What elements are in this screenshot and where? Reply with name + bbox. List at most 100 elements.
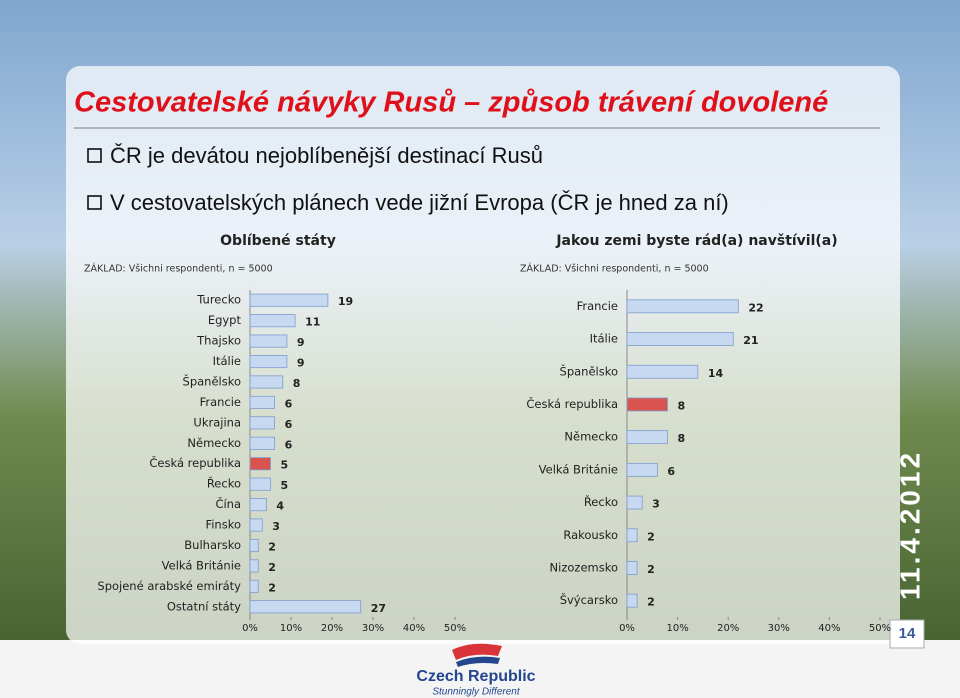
bar — [626, 561, 638, 575]
x-tick-label: 30% — [768, 623, 790, 634]
category-label: Řecko — [207, 476, 241, 491]
category-label: Itálie — [213, 354, 241, 368]
logo-flag — [456, 656, 500, 667]
bullet: V cestovatelských plánech vede jižní Evr… — [110, 190, 729, 215]
x-tick-label: 0% — [242, 623, 258, 634]
bar — [626, 364, 699, 379]
bar — [626, 299, 739, 314]
bar — [249, 354, 288, 369]
chart-title: Oblíbené státy — [220, 233, 336, 249]
value-label: 22 — [748, 301, 763, 314]
category-label: Rakousko — [563, 528, 618, 542]
bar — [249, 600, 362, 614]
value-label: 9 — [297, 357, 305, 370]
category-label: Německo — [187, 436, 241, 450]
value-label: 9 — [297, 336, 305, 349]
value-label: 5 — [281, 459, 289, 472]
x-tick-label: 10% — [666, 623, 688, 634]
category-label: Francie — [577, 299, 618, 313]
value-label: 2 — [647, 530, 655, 543]
slide-title: Cestovatelské návyky Rusů – způsob tráve… — [74, 87, 828, 119]
bar — [249, 314, 296, 328]
category-label: Česká republika — [526, 396, 618, 411]
bar — [249, 416, 276, 430]
bullet: ČR je devátou nejoblíbenější destinací R… — [110, 143, 543, 168]
value-label: 3 — [272, 520, 280, 533]
bar — [626, 397, 668, 412]
bar — [249, 518, 263, 532]
category-label: Řecko — [584, 494, 618, 509]
chart-title: Jakou zemi byste rád(a) navštívil(a) — [555, 233, 837, 249]
x-tick-label: 40% — [403, 623, 425, 634]
category-label: Ukrajina — [193, 415, 241, 429]
date: 11.4.2012 — [894, 450, 925, 600]
value-label: 2 — [647, 596, 655, 609]
value-label: 2 — [268, 540, 276, 553]
bar — [249, 579, 259, 593]
category-label: Velká Británie — [162, 558, 241, 572]
bar — [626, 593, 638, 608]
chart-subtitle: ZÁKLAD: Všichni respondenti, n = 5000 — [84, 263, 273, 275]
logo-text: Czech Republic — [416, 668, 535, 685]
value-label: 21 — [743, 334, 758, 347]
value-label: 2 — [268, 561, 276, 574]
category-label: Spojené arabské emiráty — [97, 579, 241, 593]
category-label: Španělsko — [560, 363, 618, 378]
value-label: 11 — [305, 316, 320, 329]
bar — [626, 495, 643, 510]
value-label: 6 — [285, 438, 293, 451]
category-label: Egypt — [208, 313, 242, 327]
category-label: Turecko — [196, 293, 241, 307]
bar — [249, 334, 288, 348]
bullet-box — [87, 195, 102, 210]
value-label: 6 — [667, 465, 675, 478]
category-label: Ostatní státy — [167, 599, 241, 613]
category-label: Francie — [200, 395, 241, 409]
category-label: Finsko — [205, 518, 241, 532]
value-label: 8 — [293, 377, 301, 390]
x-tick-label: 50% — [444, 623, 466, 634]
category-label: Španělsko — [183, 373, 241, 388]
value-label: 19 — [338, 295, 353, 308]
bar — [626, 462, 658, 477]
category-label: Itálie — [590, 332, 618, 346]
value-label: 8 — [677, 399, 685, 412]
x-tick-label: 10% — [280, 623, 302, 634]
x-tick-label: 0% — [619, 623, 635, 634]
logo-slogan: Stunningly Different — [432, 687, 520, 698]
bar — [249, 395, 276, 409]
page-box — [889, 619, 925, 649]
value-label: 27 — [371, 602, 386, 615]
chart-subtitle: ZÁKLAD: Všichni respondenti, n = 5000 — [520, 263, 709, 275]
bar — [626, 430, 668, 445]
bar — [249, 457, 271, 471]
value-label: 3 — [652, 498, 660, 511]
value-label: 5 — [281, 479, 289, 492]
bar — [249, 375, 284, 389]
bar — [249, 498, 267, 512]
category-label: Švýcarsko — [560, 592, 618, 607]
value-label: 14 — [708, 367, 724, 380]
value-label: 6 — [285, 397, 293, 410]
bar — [249, 436, 276, 450]
bullet-box — [87, 148, 102, 163]
value-label: 8 — [677, 432, 685, 445]
value-label: 2 — [268, 581, 276, 594]
bar — [249, 538, 259, 553]
logo-flag — [452, 643, 502, 660]
category-label: Nizozemsko — [550, 560, 618, 574]
bar — [249, 477, 271, 491]
page-number: 14 — [899, 625, 916, 642]
bar — [626, 332, 734, 346]
x-tick-label: 20% — [717, 623, 739, 634]
category-label: Česká republika — [149, 455, 241, 470]
category-label: Německo — [564, 430, 618, 444]
category-label: Velká Británie — [539, 462, 618, 476]
value-label: 4 — [276, 500, 284, 513]
bar — [249, 293, 329, 307]
x-tick-label: 50% — [869, 623, 891, 634]
category-label: Čína — [215, 496, 241, 511]
value-label: 6 — [285, 418, 293, 431]
